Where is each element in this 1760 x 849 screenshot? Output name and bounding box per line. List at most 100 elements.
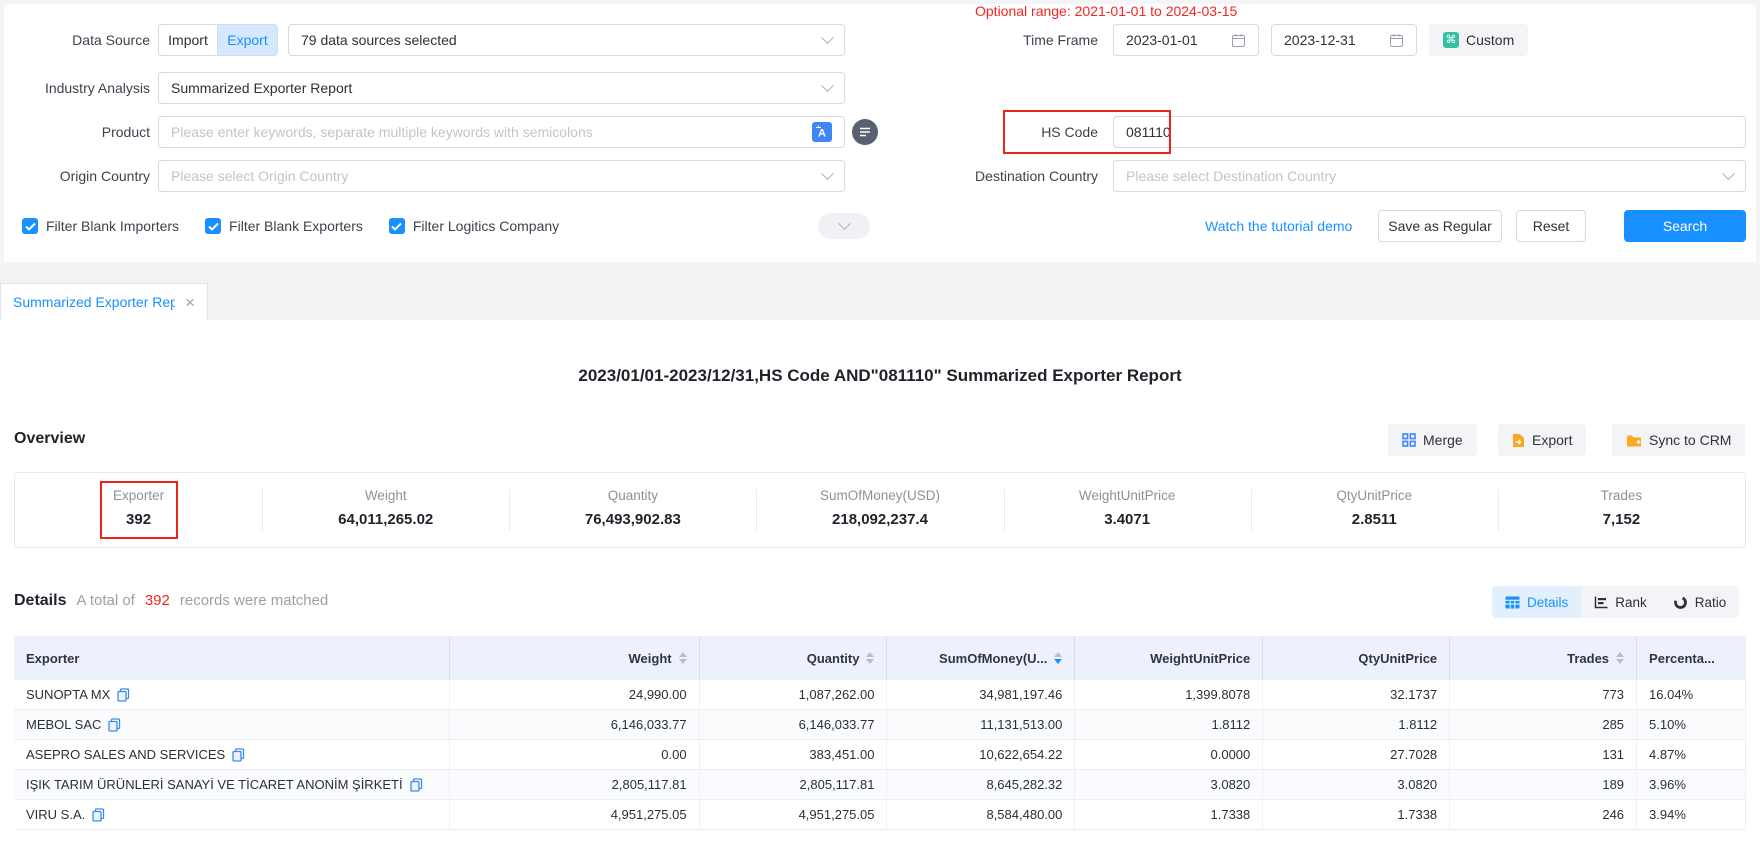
exporter-name[interactable]: SUNOPTA MX	[26, 687, 110, 702]
view-ratio-button[interactable]: Ratio	[1660, 586, 1740, 618]
cell-weight: 4,951,275.05	[450, 800, 700, 829]
copy-icon	[232, 748, 245, 762]
export-button[interactable]: Export	[1498, 424, 1586, 456]
stat-cell-quantity: Quantity76,493,902.83	[509, 473, 756, 547]
checkbox-checked-icon	[22, 218, 38, 234]
checkbox-label: Filter Blank Exporters	[229, 218, 363, 234]
stat-value: 218,092,237.4	[756, 511, 1003, 528]
cell-weight: 24,990.00	[450, 680, 700, 709]
report-title: 2023/01/01-2023/12/31,HS Code AND"081110…	[0, 366, 1760, 386]
cell-quantity: 4,951,275.05	[700, 800, 888, 829]
sync-crm-icon	[1626, 434, 1642, 447]
table-icon	[1505, 596, 1520, 609]
cell-value: 1.8112	[1398, 717, 1437, 732]
cell-pct: 16.04%	[1637, 680, 1745, 709]
tab-bar: Summarized Exporter Report ×	[0, 262, 1760, 320]
date-start-input[interactable]: 2023-01-01	[1113, 24, 1259, 56]
checkbox-checked-icon	[205, 218, 221, 234]
column-header-weight[interactable]: Weight	[450, 636, 700, 680]
toolbar-button-label: Sync to CRM	[1649, 432, 1731, 448]
cell-value: 0.00	[661, 747, 686, 762]
column-header-label: Percenta...	[1649, 651, 1715, 666]
date-end-input[interactable]: 2023-12-31	[1271, 24, 1417, 56]
search-button[interactable]: Search	[1624, 210, 1746, 242]
reset-button[interactable]: Reset	[1516, 210, 1586, 242]
exporter-name[interactable]: IŞIK TARIM ÜRÜNLERİ SANAYİ VE TİCARET AN…	[26, 777, 403, 792]
checkbox-checked-icon	[389, 218, 405, 234]
cell-value: 4,951,275.05	[799, 807, 875, 822]
export-icon	[1512, 433, 1525, 448]
sort-caret-icon	[679, 652, 687, 665]
origin-country-label: Origin Country	[0, 160, 150, 192]
stat-label: SumOfMoney(USD)	[756, 488, 1003, 503]
stat-label: Exporter	[15, 488, 262, 503]
cell-sum: 34,981,197.46	[887, 680, 1075, 709]
cell-value: 1,399.8078	[1185, 687, 1250, 702]
sync-to-crm-button[interactable]: Sync to CRM	[1612, 424, 1745, 456]
exporter-name[interactable]: ASEPRO SALES AND SERVICES	[26, 747, 225, 762]
view-rank-button[interactable]: Rank	[1581, 586, 1660, 618]
cell-value: 189	[1602, 777, 1624, 792]
save-as-regular-button[interactable]: Save as Regular	[1378, 210, 1502, 242]
export-toggle-button[interactable]: Export	[218, 25, 277, 55]
toolbar-button-label: Merge	[1423, 432, 1463, 448]
column-header-sum[interactable]: SumOfMoney(U...	[887, 636, 1075, 680]
ratio-icon	[1673, 595, 1688, 610]
destination-country-placeholder: Please select Destination Country	[1126, 168, 1724, 184]
cell-trades: 285	[1450, 710, 1637, 739]
cell-value: 131	[1602, 747, 1624, 762]
cell-value: 5.10%	[1649, 717, 1686, 732]
cell-value: 1.7338	[1397, 807, 1437, 822]
filter-checkbox[interactable]: Filter Blank Exporters	[205, 218, 363, 234]
stat-label: QtyUnitPrice	[1251, 488, 1498, 503]
checkbox-label: Filter Logitics Company	[413, 218, 559, 234]
copy-icon	[108, 718, 121, 732]
exporter-name[interactable]: VIRU S.A.	[26, 807, 85, 822]
data-source-select[interactable]: 79 data sources selected	[288, 24, 845, 56]
column-header-quantity[interactable]: Quantity	[700, 636, 888, 680]
stat-cell-qtyunitprice: QtyUnitPrice 2.8511	[1251, 473, 1498, 547]
filter-checkbox[interactable]: Filter Blank Importers	[22, 218, 179, 234]
stat-cell-exporter: Exporter392	[15, 473, 262, 547]
cell-weight: 2,805,117.81	[450, 770, 700, 799]
cell-value: 4.87%	[1649, 747, 1686, 762]
stat-cell-weightunitprice: WeightUnitPrice3.4071	[1004, 473, 1251, 547]
cell-quantity: 1,087,262.00	[700, 680, 888, 709]
column-header-pct: Percenta...	[1637, 636, 1745, 680]
close-icon[interactable]: ×	[185, 294, 195, 311]
translate-icon[interactable]: A	[812, 122, 832, 142]
filter-checkbox[interactable]: Filter Logitics Company	[389, 218, 559, 234]
cell-sum: 10,622,654.22	[887, 740, 1075, 769]
cell-exporter: ASEPRO SALES AND SERVICES	[14, 740, 450, 769]
destination-country-select[interactable]: Please select Destination Country	[1113, 160, 1746, 192]
view-details-button[interactable]: Details	[1492, 586, 1581, 618]
stat-cell-trades: Trades7,152	[1498, 473, 1745, 547]
hs-code-input[interactable]	[1113, 116, 1746, 148]
cell-value: 2,805,117.81	[612, 777, 687, 792]
column-header-trades[interactable]: Trades	[1450, 636, 1637, 680]
cell-value: 32.1737	[1390, 687, 1437, 702]
import-toggle-button[interactable]: Import	[159, 25, 218, 55]
feedback-icon[interactable]	[852, 119, 878, 145]
origin-country-placeholder: Please select Origin Country	[171, 168, 823, 184]
tab-summarized-exporter-report[interactable]: Summarized Exporter Report ×	[0, 283, 208, 320]
exporter-name[interactable]: MEBOL SAC	[26, 717, 101, 732]
collapse-filters-button[interactable]	[818, 213, 870, 239]
chevron-down-icon	[821, 79, 834, 92]
svg-text:A: A	[818, 128, 826, 140]
sort-caret-icon	[1616, 652, 1624, 665]
merge-button[interactable]: Merge	[1388, 424, 1477, 456]
custom-range-button[interactable]: ⌘ Custom	[1429, 24, 1528, 56]
tutorial-demo-link[interactable]: Watch the tutorial demo	[1205, 210, 1352, 242]
cell-value: 8,645,282.32	[986, 777, 1062, 792]
hs-code-label: HS Code	[948, 116, 1098, 148]
product-keywords-input[interactable]	[158, 116, 845, 148]
column-header-label: Trades	[1567, 651, 1609, 666]
cell-value: 10,622,654.22	[979, 747, 1062, 762]
copy-icon	[410, 778, 423, 792]
industry-analysis-select[interactable]: Summarized Exporter Report	[158, 72, 845, 104]
origin-country-select[interactable]: Please select Origin Country	[158, 160, 845, 192]
cell-value: 2,805,117.81	[800, 777, 875, 792]
chevron-down-icon	[1722, 167, 1735, 180]
stat-value: 2.8511	[1251, 511, 1498, 528]
